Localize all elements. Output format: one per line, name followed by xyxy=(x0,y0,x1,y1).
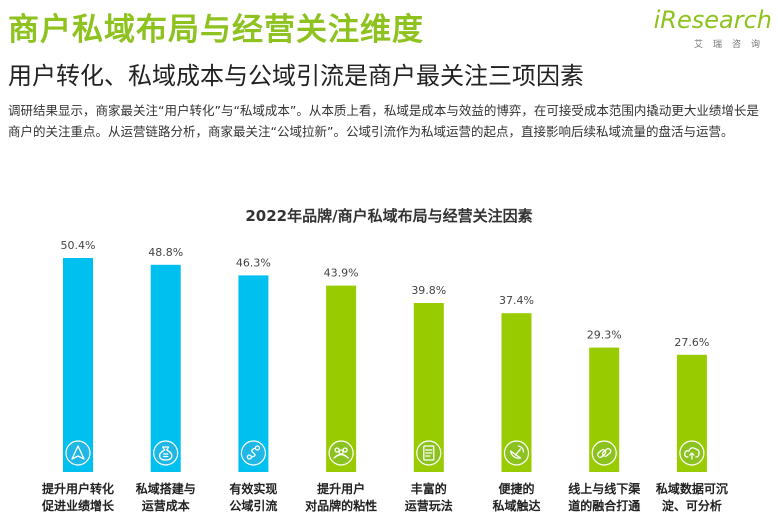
checklist-icon xyxy=(416,440,442,466)
category-label: 道的融合打通 xyxy=(568,498,640,513)
chart-title: 2022年品牌/商户私域布局与经营关注因素 xyxy=(245,207,532,225)
category-label: 线上与线下渠 xyxy=(568,481,640,496)
bar xyxy=(150,264,181,472)
cloud-upload-icon xyxy=(679,440,705,466)
bar-value-label: 46.3% xyxy=(236,256,271,269)
bar-value-label: 27.6% xyxy=(674,336,709,349)
bar-value-label: 50.4% xyxy=(61,239,96,252)
category-label: 私域搭建与 xyxy=(135,481,196,496)
category-label: 丰富的 xyxy=(411,481,447,496)
money-bag-icon xyxy=(153,440,179,466)
satellite-dish-icon xyxy=(503,440,530,466)
navigation-arrow-icon xyxy=(65,440,91,466)
category-label: 提升用户 xyxy=(317,481,365,496)
category-label: 对品牌的粘性 xyxy=(305,498,377,513)
category-label: 私域触达 xyxy=(491,498,540,513)
bar-value-label: 43.9% xyxy=(324,267,359,280)
category-label: 运营成本 xyxy=(142,498,190,513)
category-label: 运营玩法 xyxy=(405,498,453,513)
bar xyxy=(238,275,269,472)
logo-wordmark: iResearch xyxy=(653,6,772,34)
category-label: 便捷的 xyxy=(498,481,534,496)
people-group-icon xyxy=(328,440,354,466)
page-subtitle: 用户转化、私域成本与公域引流是商户最关注三项因素 xyxy=(8,62,584,90)
bar-value-label: 29.3% xyxy=(587,329,622,342)
iresearch-logo: iResearch 艾瑞咨询 xyxy=(630,6,772,52)
link-chain-icon xyxy=(591,440,617,466)
bar-value-label: 39.8% xyxy=(411,284,446,297)
bar-value-label: 37.4% xyxy=(499,294,534,307)
category-label: 促进业绩增长 xyxy=(41,498,115,513)
page-description: 调研结果显示，商家最关注“用户转化”与“私域成本”。从本质上看，私域是成本与效益… xyxy=(8,103,759,139)
path-route-icon xyxy=(240,440,266,466)
page-title: 商户私域布局与经营关注维度 xyxy=(8,12,424,48)
logo-subtitle: 艾瑞咨询 xyxy=(693,40,770,50)
category-label: 私域数据可沉 xyxy=(655,481,728,496)
category-label: 公域引流 xyxy=(229,498,277,513)
category-label: 淀、可分析 xyxy=(662,498,722,513)
category-label: 有效实现 xyxy=(229,481,277,496)
bar xyxy=(63,258,93,472)
bar-value-label: 48.8% xyxy=(148,246,183,259)
category-label: 提升用户转化 xyxy=(42,481,114,496)
